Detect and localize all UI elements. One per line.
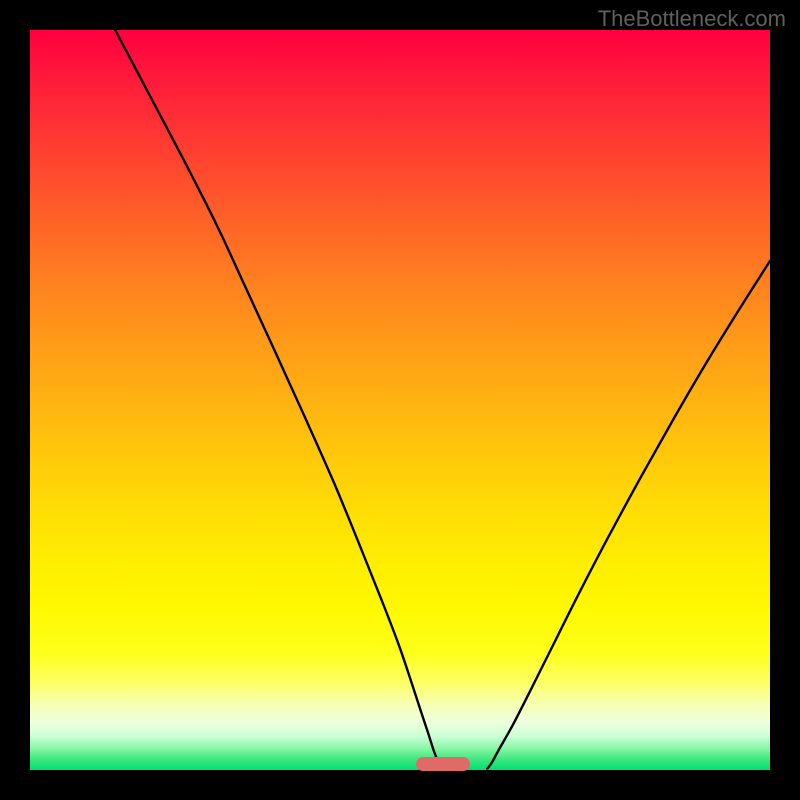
minimum-marker — [416, 757, 469, 772]
plot-area — [30, 30, 770, 770]
curve-left — [115, 30, 441, 769]
chart-container: TheBottleneck.com — [0, 0, 800, 800]
watermark-text: TheBottleneck.com — [598, 6, 786, 32]
curve-right — [487, 261, 770, 769]
curve-layer — [30, 30, 770, 770]
